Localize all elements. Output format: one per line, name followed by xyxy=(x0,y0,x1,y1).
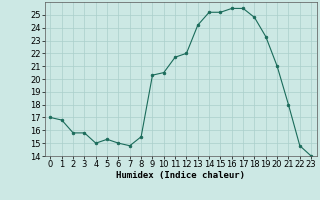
X-axis label: Humidex (Indice chaleur): Humidex (Indice chaleur) xyxy=(116,171,245,180)
